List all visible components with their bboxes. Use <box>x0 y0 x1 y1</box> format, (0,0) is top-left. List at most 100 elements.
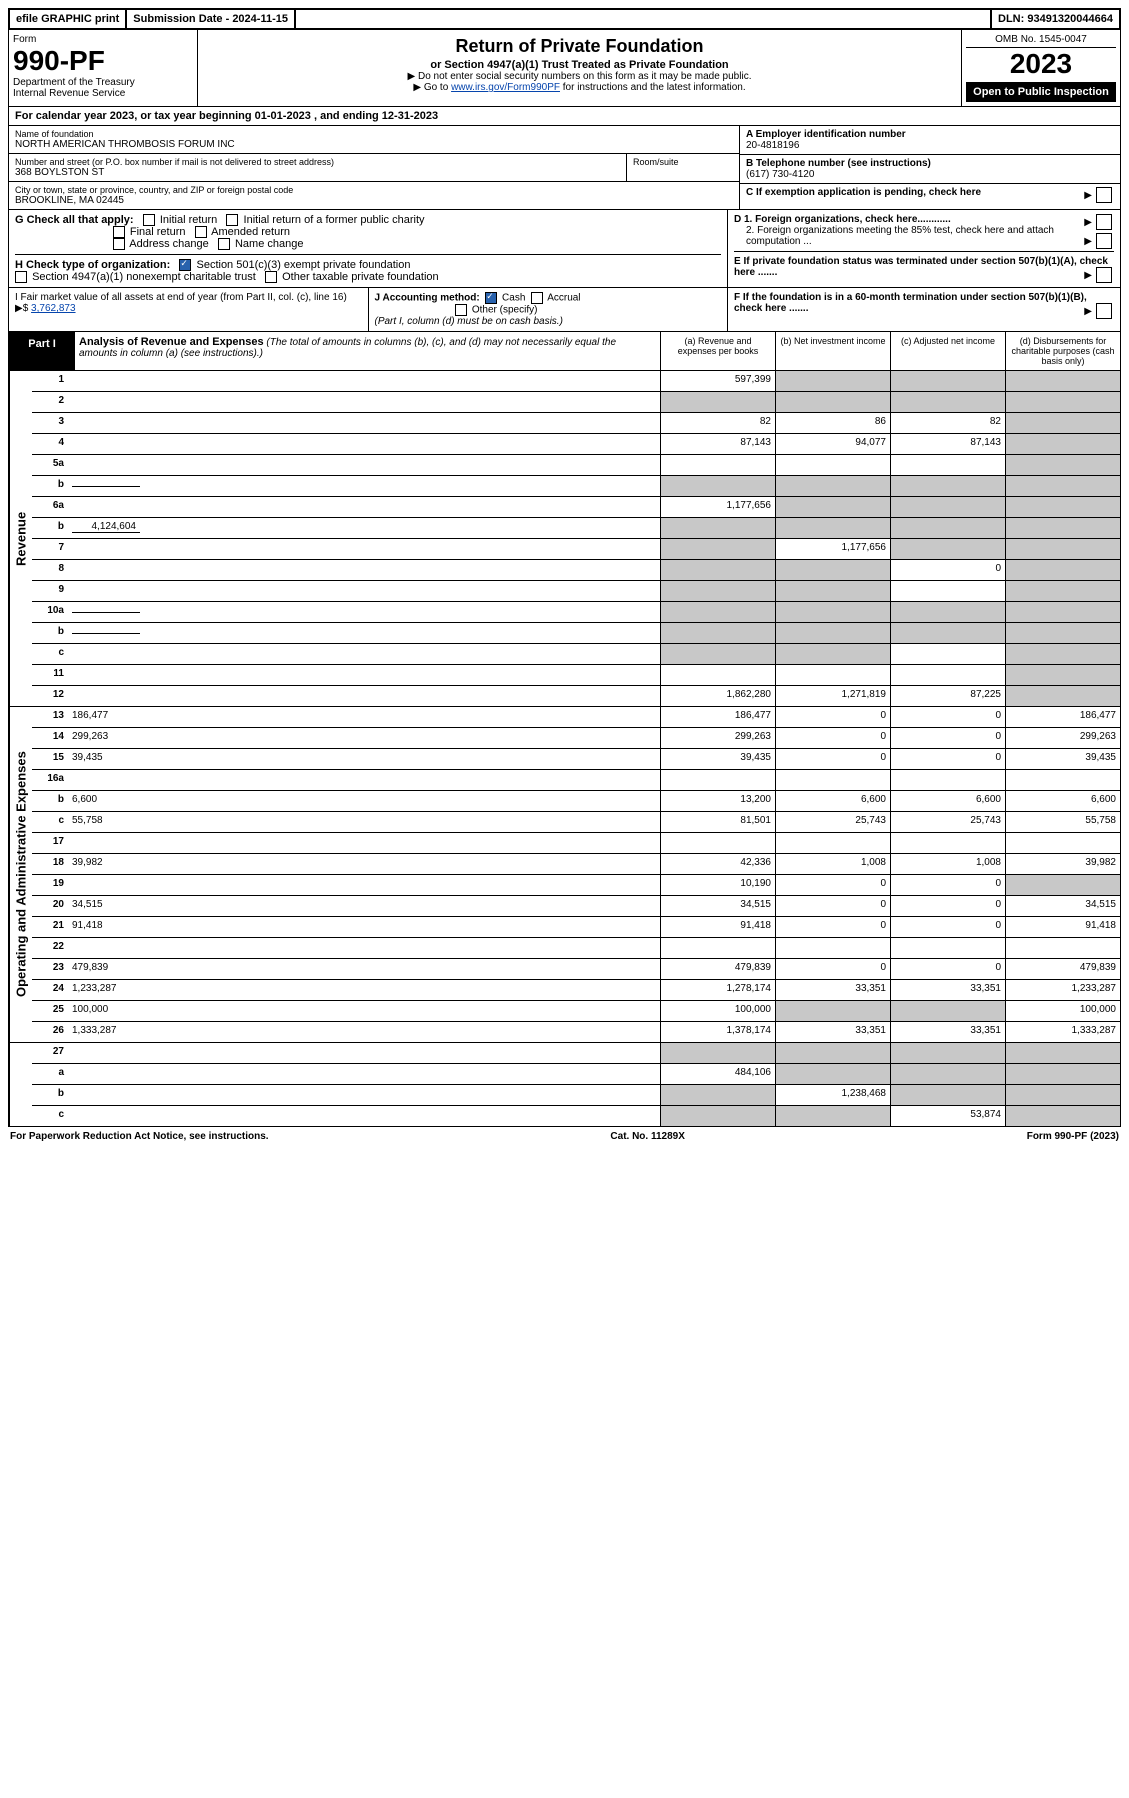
cell-b <box>775 623 890 643</box>
row-desc: 479,839 <box>68 959 660 979</box>
cell-b <box>775 770 890 790</box>
row-desc <box>68 434 660 454</box>
revenue-label: Revenue <box>9 371 32 706</box>
row-desc <box>68 560 660 580</box>
row-desc: 186,477 <box>68 707 660 727</box>
table-row: 14299,263299,26300299,263 <box>32 728 1120 749</box>
cell-b <box>775 518 890 538</box>
table-row: 487,14394,07787,143 <box>32 434 1120 455</box>
cell-b <box>775 560 890 580</box>
g4-checkbox[interactable] <box>195 226 207 238</box>
cell-a <box>660 1085 775 1105</box>
footer: For Paperwork Reduction Act Notice, see … <box>8 1127 1121 1146</box>
d2-checkbox[interactable] <box>1096 233 1112 249</box>
e-checkbox[interactable] <box>1096 267 1112 283</box>
cell-c: 0 <box>890 959 1005 979</box>
cell-a: 597,399 <box>660 371 775 391</box>
cell-a: 1,278,174 <box>660 980 775 1000</box>
cell-a: 186,477 <box>660 707 775 727</box>
cell-b <box>775 1043 890 1063</box>
cell-c <box>890 371 1005 391</box>
irs-link[interactable]: www.irs.gov/Form990PF <box>451 82 560 93</box>
row-num: 19 <box>32 875 68 895</box>
f-block: F If the foundation is in a 60-month ter… <box>728 288 1120 331</box>
g3-checkbox[interactable] <box>113 226 125 238</box>
cell-c <box>890 497 1005 517</box>
table-row: 22 <box>32 938 1120 959</box>
cell-d <box>1005 833 1120 853</box>
table-row: 7 1,177,656 <box>32 539 1120 560</box>
j-accrual-checkbox[interactable] <box>531 292 543 304</box>
cell-d: 91,418 <box>1005 917 1120 937</box>
cell-c <box>890 1043 1005 1063</box>
row-num: 12 <box>32 686 68 706</box>
row-num: 13 <box>32 707 68 727</box>
row-desc <box>68 686 660 706</box>
cell-b: 1,177,656 <box>775 539 890 559</box>
g2-checkbox[interactable] <box>226 214 238 226</box>
cell-a: 82 <box>660 413 775 433</box>
dept: Department of the Treasury <box>13 77 193 88</box>
cell-c: 33,351 <box>890 1022 1005 1042</box>
table-row: 241,233,2871,278,17433,35133,3511,233,28… <box>32 980 1120 1001</box>
d1-checkbox[interactable] <box>1096 214 1112 230</box>
cell-c: 0 <box>890 917 1005 937</box>
header-right: OMB No. 1545-0047 2023 Open to Public In… <box>962 30 1120 106</box>
cell-a <box>660 518 775 538</box>
cell-a <box>660 1043 775 1063</box>
row-num: 16a <box>32 770 68 790</box>
cell-d <box>1005 602 1120 622</box>
row-num: 8 <box>32 560 68 580</box>
fmv-value[interactable]: 3,762,873 <box>31 303 76 314</box>
g6-checkbox[interactable] <box>218 238 230 250</box>
cell-c: 87,143 <box>890 434 1005 454</box>
row-desc: 55,758 <box>68 812 660 832</box>
table-row: 6a1,177,656 <box>32 497 1120 518</box>
cell-a: 10,190 <box>660 875 775 895</box>
table-row: 23479,839479,83900479,839 <box>32 959 1120 980</box>
cell-c: 0 <box>890 707 1005 727</box>
cell-d <box>1005 581 1120 601</box>
cell-c <box>890 644 1005 664</box>
table-row: 121,862,2801,271,81987,225 <box>32 686 1120 706</box>
g5-checkbox[interactable] <box>113 238 125 250</box>
row-desc: 39,982 <box>68 854 660 874</box>
row-desc <box>68 581 660 601</box>
h3-checkbox[interactable] <box>265 271 277 283</box>
revenue-table: Revenue 1597,39923828682487,14394,07787,… <box>8 371 1121 707</box>
row-num: b <box>32 476 68 496</box>
row-desc <box>68 938 660 958</box>
row-num: 4 <box>32 434 68 454</box>
cell-b <box>775 1064 890 1084</box>
row-num: 18 <box>32 854 68 874</box>
cell-d <box>1005 1106 1120 1126</box>
ein-cell: A Employer identification number 20-4818… <box>740 126 1120 155</box>
cell-b <box>775 455 890 475</box>
header-center: Return of Private Foundation or Section … <box>198 30 962 106</box>
h1-checkbox[interactable] <box>179 259 191 271</box>
h2-checkbox[interactable] <box>15 271 27 283</box>
i-j-f-row: I Fair market value of all assets at end… <box>8 288 1121 332</box>
cell-b: 0 <box>775 896 890 916</box>
cell-d <box>1005 413 1120 433</box>
cell-d: 55,758 <box>1005 812 1120 832</box>
cell-a <box>660 1106 775 1126</box>
f-checkbox[interactable] <box>1096 303 1112 319</box>
calendar-year: For calendar year 2023, or tax year begi… <box>8 107 1121 126</box>
cell-a: 1,862,280 <box>660 686 775 706</box>
row-num: 7 <box>32 539 68 559</box>
j-cash-checkbox[interactable] <box>485 292 497 304</box>
j-other-checkbox[interactable] <box>455 304 467 316</box>
row-desc <box>68 497 660 517</box>
cell-b: 0 <box>775 875 890 895</box>
c-checkbox[interactable] <box>1096 187 1112 203</box>
row-num: b <box>32 623 68 643</box>
c-cell: C If exemption application is pending, c… <box>740 184 1120 201</box>
row-num: 9 <box>32 581 68 601</box>
table-row: 2191,41891,4180091,418 <box>32 917 1120 938</box>
row-num: 1 <box>32 371 68 391</box>
row-num: a <box>32 1064 68 1084</box>
g-h-row: G Check all that apply: Initial return I… <box>8 210 1121 288</box>
inline-value <box>72 633 140 634</box>
g1-checkbox[interactable] <box>143 214 155 226</box>
